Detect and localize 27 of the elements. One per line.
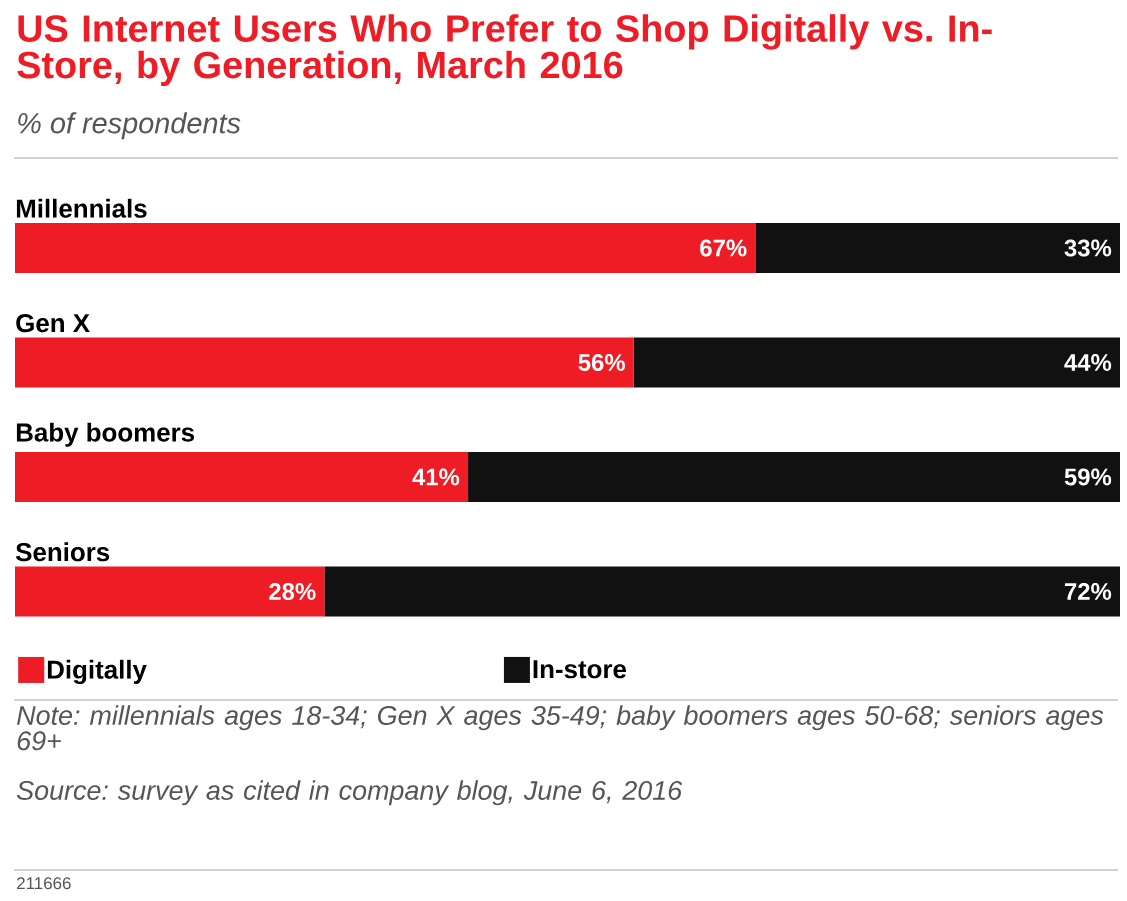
data-label: 67% bbox=[700, 239, 747, 257]
y-tick-label: Gen X bbox=[16, 313, 90, 333]
bar bbox=[755, 223, 1120, 273]
bar bbox=[633, 337, 1120, 388]
data-label: 56% bbox=[578, 354, 625, 371]
legend-label: In-store bbox=[533, 660, 627, 679]
chart-title: US Internet Users Who Prefer to Shop Digitally vs. In-Store, by Generation, March 2016 bbox=[17, 14, 992, 86]
bar bbox=[15, 337, 634, 388]
bar bbox=[15, 223, 756, 273]
source-note: Source: survey as cited in company blog, June 6, 2016 bbox=[16, 780, 683, 806]
bar bbox=[468, 452, 1120, 502]
chart-subtitle: % of respondents bbox=[18, 112, 241, 140]
y-tick-label: Millennials bbox=[16, 198, 147, 218]
bar bbox=[15, 452, 469, 502]
data-label: 41% bbox=[412, 468, 460, 486]
y-tick-label: Baby boomers bbox=[16, 422, 195, 447]
bar bbox=[324, 566, 1120, 617]
text: Note: millennials ages 18-34; Gen X ages 35-49; baby boomers ages 50-68; seniors ages 69+ bbox=[17, 705, 1104, 751]
data-label: 28% bbox=[269, 583, 316, 600]
data-label: 33% bbox=[1064, 239, 1112, 257]
y-tick-label: Seniors bbox=[15, 542, 110, 562]
data-label: 59% bbox=[1064, 468, 1112, 486]
data-label: 72% bbox=[1064, 583, 1112, 600]
text: 211666 bbox=[17, 877, 71, 890]
legend-label: Digitally bbox=[47, 659, 147, 685]
bar bbox=[15, 566, 325, 617]
data-label: 44% bbox=[1064, 354, 1112, 371]
